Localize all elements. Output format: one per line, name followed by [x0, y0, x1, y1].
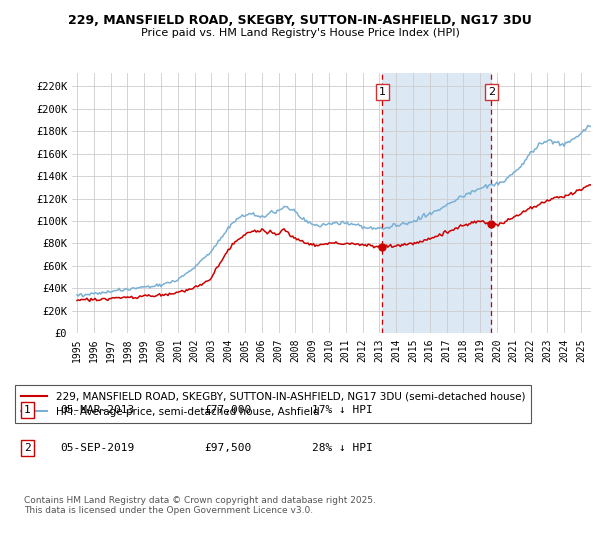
Text: Price paid vs. HM Land Registry's House Price Index (HPI): Price paid vs. HM Land Registry's House … [140, 28, 460, 38]
Text: 1: 1 [379, 87, 386, 97]
Text: 28% ↓ HPI: 28% ↓ HPI [312, 443, 373, 453]
Text: 1: 1 [24, 405, 31, 415]
Bar [382, 73, 491, 333]
Text: 17% ↓ HPI: 17% ↓ HPI [312, 405, 373, 415]
Text: £97,500: £97,500 [204, 443, 251, 453]
Text: 05-MAR-2013: 05-MAR-2013 [60, 405, 134, 415]
Text: Contains HM Land Registry data © Crown copyright and database right 2025.
This d: Contains HM Land Registry data © Crown c… [24, 496, 376, 515]
Text: 2: 2 [24, 443, 31, 453]
Text: 05-SEP-2019: 05-SEP-2019 [60, 443, 134, 453]
Legend: 229, MANSFIELD ROAD, SKEGBY, SUTTON-IN-ASHFIELD, NG17 3DU (semi-detached house),: 229, MANSFIELD ROAD, SKEGBY, SUTTON-IN-A… [15, 385, 532, 423]
Text: 2: 2 [488, 87, 495, 97]
Text: 229, MANSFIELD ROAD, SKEGBY, SUTTON-IN-ASHFIELD, NG17 3DU: 229, MANSFIELD ROAD, SKEGBY, SUTTON-IN-A… [68, 14, 532, 27]
Text: £77,000: £77,000 [204, 405, 251, 415]
